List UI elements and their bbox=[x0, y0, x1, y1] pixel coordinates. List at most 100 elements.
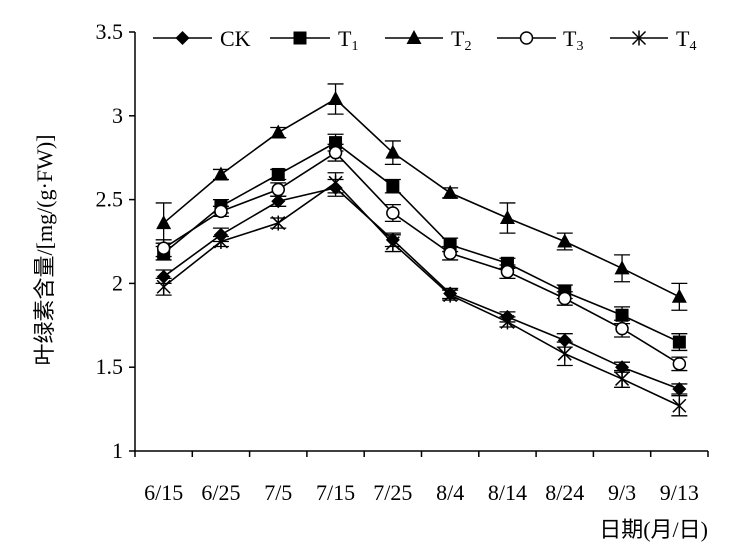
data-point bbox=[386, 206, 400, 220]
axes: 1 1.5 2 2.5 3 3.5 6/15 6/25 7/5 7/15 7/25 8/4 8/14 8/… bbox=[96, 19, 709, 505]
data-point bbox=[213, 166, 229, 181]
data-point bbox=[271, 167, 285, 181]
legend-marker bbox=[406, 30, 422, 44]
triangle-marker bbox=[213, 166, 229, 181]
legend-label-main: T bbox=[676, 26, 690, 51]
legend-item-t3: T3 bbox=[497, 26, 583, 54]
y-tick-label: 2.5 bbox=[96, 187, 124, 212]
series-line-t4 bbox=[163, 181, 680, 407]
y-tick-label: 1 bbox=[112, 438, 123, 463]
series-ck bbox=[155, 178, 688, 396]
x-tick-label: 7/15 bbox=[316, 480, 355, 505]
legend-item-t4: T4 bbox=[610, 26, 696, 54]
diamond-marker bbox=[672, 381, 687, 396]
data-point bbox=[557, 346, 572, 362]
diamond-marker bbox=[557, 333, 572, 348]
y-tick-label: 3.5 bbox=[96, 19, 124, 44]
x-tick-label: 8/24 bbox=[545, 480, 584, 505]
data-point bbox=[156, 215, 172, 230]
triangle-marker bbox=[156, 215, 172, 230]
legend-label: T1 bbox=[338, 26, 358, 54]
legend-marker bbox=[519, 31, 534, 45]
legend-label-main: CK bbox=[220, 26, 251, 51]
data-point bbox=[328, 175, 343, 191]
legend-marker bbox=[631, 30, 647, 46]
diamond-marker bbox=[271, 194, 286, 209]
square-marker bbox=[293, 31, 307, 45]
y-axis-title: 叶绿素含量/[mg/(g·FW)] bbox=[32, 135, 57, 366]
series-line-t1 bbox=[163, 141, 680, 343]
legend-item-t2: T2 bbox=[385, 26, 471, 54]
legend-label: T4 bbox=[676, 26, 696, 54]
data-point bbox=[500, 314, 515, 330]
legend-label-main: T bbox=[563, 26, 577, 51]
triangle-marker bbox=[442, 184, 458, 199]
data-point bbox=[385, 144, 401, 159]
circle-marker bbox=[328, 145, 343, 160]
x-tick-label: 7/5 bbox=[264, 480, 292, 505]
data-point bbox=[271, 194, 286, 209]
data-point bbox=[328, 91, 344, 106]
x-tick-label: 6/25 bbox=[201, 480, 240, 505]
square-marker bbox=[672, 335, 686, 349]
data-point bbox=[672, 335, 686, 349]
data-point bbox=[442, 184, 458, 199]
series-layer bbox=[155, 83, 688, 417]
circle-marker bbox=[500, 264, 515, 279]
legend-item-t1: T1 bbox=[270, 26, 358, 54]
x-tick-label: 8/14 bbox=[488, 480, 527, 505]
data-point bbox=[615, 308, 629, 322]
square-marker bbox=[615, 308, 629, 322]
circle-marker bbox=[271, 182, 285, 197]
x-tick-label: 7/25 bbox=[373, 480, 412, 505]
legend-marker bbox=[175, 31, 190, 45]
legend-item-ck: CK bbox=[153, 26, 251, 51]
data-point bbox=[271, 182, 285, 197]
data-point bbox=[156, 279, 171, 295]
data-point bbox=[443, 287, 458, 303]
data-point bbox=[671, 288, 687, 303]
data-point bbox=[214, 204, 228, 219]
series-t4 bbox=[155, 172, 688, 417]
y-tick-label: 1.5 bbox=[96, 354, 124, 379]
square-marker bbox=[271, 167, 285, 181]
diamond-marker bbox=[175, 31, 190, 45]
data-point bbox=[557, 233, 573, 248]
legend: CK T1 T2 T3 T4 bbox=[153, 26, 696, 54]
square-marker bbox=[329, 136, 343, 150]
legend-label: T3 bbox=[563, 26, 583, 54]
triangle-marker bbox=[557, 233, 573, 248]
legend-label-main: T bbox=[338, 26, 352, 51]
data-point bbox=[672, 398, 687, 414]
square-marker bbox=[386, 179, 400, 193]
diamond-marker bbox=[156, 269, 171, 284]
triangle-marker bbox=[328, 91, 344, 106]
legend-label: T2 bbox=[451, 26, 471, 54]
data-point bbox=[615, 371, 630, 387]
series-t1 bbox=[155, 133, 688, 352]
x-axis-title: 日期(月/日) bbox=[599, 517, 708, 542]
series-t2 bbox=[155, 83, 688, 311]
legend-label-subscript: 3 bbox=[576, 39, 583, 54]
data-point bbox=[386, 179, 400, 193]
legend-label-main: T bbox=[451, 26, 465, 51]
data-point bbox=[443, 246, 457, 260]
x-tick-label: 8/4 bbox=[436, 480, 464, 505]
legend-label-subscript: 2 bbox=[464, 39, 471, 54]
data-point bbox=[328, 145, 343, 160]
x-tick-label: 9/13 bbox=[660, 480, 699, 505]
circle-marker bbox=[443, 246, 457, 260]
circle-marker bbox=[615, 321, 629, 336]
data-point bbox=[156, 269, 171, 284]
data-point bbox=[271, 215, 286, 231]
circle-marker bbox=[519, 31, 534, 45]
data-point bbox=[213, 234, 228, 249]
data-point bbox=[558, 291, 572, 306]
circle-marker bbox=[558, 291, 572, 306]
data-point bbox=[557, 333, 572, 348]
circle-marker bbox=[156, 241, 171, 255]
legend-label-subscript: 4 bbox=[689, 39, 696, 54]
series-t3 bbox=[155, 143, 688, 372]
series-line-t2 bbox=[163, 98, 680, 298]
